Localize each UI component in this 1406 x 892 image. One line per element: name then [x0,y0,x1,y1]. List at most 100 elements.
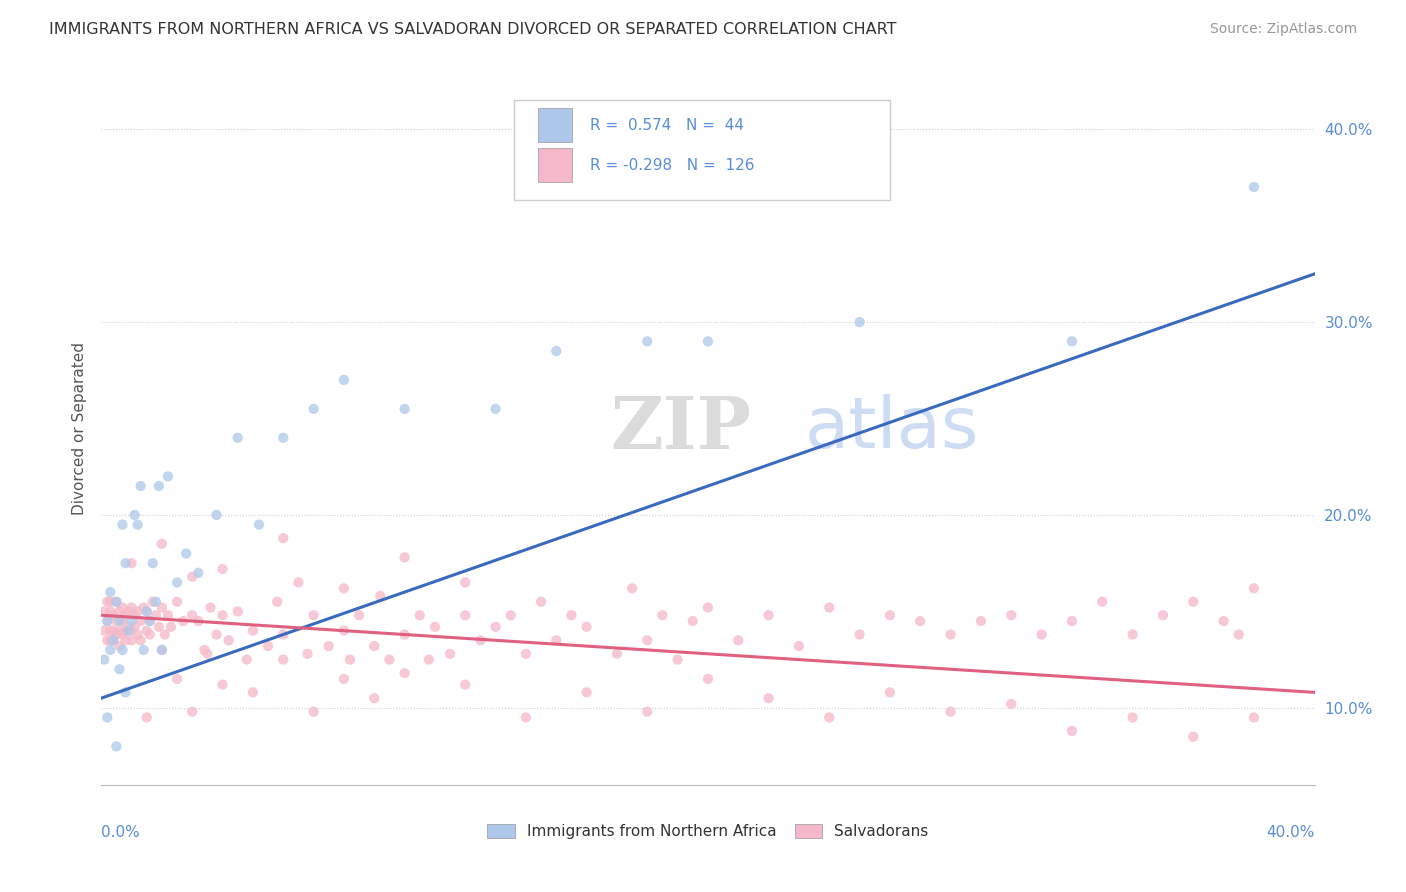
Point [378,652,401,666]
Point [114,685,136,699]
Text: ZIP: ZIP [610,392,752,464]
Point [121,600,143,615]
Point [1243,710,1265,724]
Point [266,595,288,609]
Point [682,614,704,628]
Point [111,627,134,641]
Point [333,373,356,387]
Point [546,633,568,648]
Point [499,608,522,623]
Point [108,662,131,676]
FancyBboxPatch shape [538,108,572,143]
Point [1152,608,1174,623]
Point [1091,595,1114,609]
Point [98,585,121,599]
Point [1212,614,1234,628]
Point [1000,697,1022,711]
Point [103,633,125,648]
Point [211,608,233,623]
Point [302,705,325,719]
Point [150,537,173,551]
Point [1060,614,1083,628]
Point [302,401,325,416]
Point [333,624,356,638]
Point [181,569,204,583]
Point [150,643,173,657]
Point [148,479,170,493]
Point [560,608,582,623]
Point [160,620,183,634]
Point [148,620,170,634]
Point [418,652,440,666]
Point [108,624,131,638]
Point [271,531,294,545]
Point [363,691,385,706]
Point [347,608,370,623]
Point [153,627,176,641]
Point [114,633,136,648]
Point [271,652,294,666]
Point [787,639,810,653]
Point [1031,627,1053,641]
Point [121,614,143,628]
Point [226,604,249,618]
Point [135,624,157,638]
Point [1060,334,1083,349]
Point [142,595,165,609]
Point [211,678,233,692]
Point [666,652,689,666]
Point [546,344,568,359]
Point [697,600,720,615]
Point [114,624,136,638]
Point [127,517,149,532]
Point [111,614,134,628]
Point [181,705,204,719]
Point [218,633,240,648]
Point [139,627,162,641]
Point [166,595,188,609]
Point [484,620,506,634]
Point [530,595,553,609]
Point [114,608,136,623]
Point [124,620,146,634]
Point [1060,723,1083,738]
Point [121,624,143,638]
Point [287,575,309,590]
FancyBboxPatch shape [538,148,572,182]
Point [121,633,143,648]
Point [333,581,356,595]
Point [98,643,121,657]
Point [454,678,477,692]
Point [150,600,173,615]
Point [1122,710,1144,724]
Point [181,608,204,623]
Point [318,639,340,653]
Point [156,608,179,623]
Text: IMMIGRANTS FROM NORTHERN AFRICA VS SALVADORAN DIVORCED OR SEPARATED CORRELATION : IMMIGRANTS FROM NORTHERN AFRICA VS SALVA… [49,22,897,37]
Text: R = -0.298   N =  126: R = -0.298 N = 126 [591,158,755,173]
Point [117,624,139,638]
Point [394,550,416,565]
Point [211,562,233,576]
Point [879,608,901,623]
Point [939,705,962,719]
Point [139,614,162,628]
Point [271,627,294,641]
Point [103,608,125,623]
Point [205,508,228,522]
Point [1182,595,1205,609]
Point [105,627,128,641]
Point [187,566,209,580]
Point [1000,608,1022,623]
Text: 40.0%: 40.0% [1267,825,1315,840]
Point [93,652,115,666]
Point [470,633,492,648]
Point [139,614,162,628]
Point [636,334,658,349]
Point [423,620,446,634]
Legend: Immigrants from Northern Africa, Salvadorans: Immigrants from Northern Africa, Salvado… [481,818,935,845]
Point [758,691,780,706]
Point [758,608,780,623]
Point [242,685,264,699]
Point [111,600,134,615]
